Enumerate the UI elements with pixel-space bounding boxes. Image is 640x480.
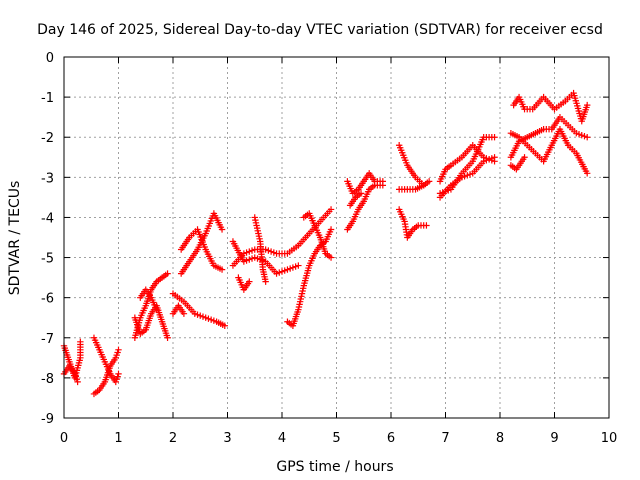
x-tick-label: 5	[332, 431, 340, 446]
y-tick-label: 0	[46, 51, 54, 66]
data-point	[221, 322, 228, 329]
x-tick-label: 7	[441, 431, 449, 446]
data-point	[164, 334, 171, 341]
y-tick-label: -8	[41, 372, 54, 387]
x-tick-label: 6	[387, 431, 395, 446]
data-point	[491, 158, 498, 165]
data-point	[379, 182, 387, 189]
chart-title: Day 146 of 2025, Sidereal Day-to-day VTE…	[37, 22, 603, 38]
data-point	[218, 266, 226, 273]
data-point	[115, 346, 122, 354]
data-point	[491, 134, 498, 141]
data-point	[357, 190, 365, 197]
data-point	[584, 170, 591, 177]
data-point	[218, 226, 226, 233]
y-tick-label: -1	[41, 91, 54, 106]
data-point	[327, 226, 335, 233]
data-point	[584, 101, 591, 109]
data-points	[60, 89, 591, 398]
data-point	[77, 338, 84, 345]
x-tick-label: 1	[114, 431, 122, 446]
data-point	[115, 370, 122, 378]
data-point	[425, 178, 433, 185]
data-point	[295, 262, 302, 269]
grid-lines	[64, 57, 609, 418]
data-point	[327, 254, 335, 261]
data-point	[262, 278, 269, 285]
x-tick-label: 9	[550, 431, 558, 446]
x-tick-label: 3	[223, 431, 231, 446]
data-point	[153, 306, 160, 313]
y-tick-label: -7	[41, 332, 54, 347]
y-tick-label: -9	[41, 412, 54, 427]
axis-ticks: 0 1 2 3 4 5 6 7 8 9 10 0 -1 -2 -3 -4 -5 -6 -7 -8 -9	[41, 51, 617, 446]
data-point	[180, 310, 188, 317]
y-tick-label: -3	[41, 171, 54, 186]
y-tick-label: -6	[41, 292, 54, 307]
y-tick-label: -2	[41, 131, 54, 146]
y-tick-label: -5	[41, 252, 54, 267]
data-point	[584, 134, 591, 141]
data-point	[423, 222, 430, 229]
data-point	[246, 278, 253, 285]
y-tick-label: -4	[41, 211, 54, 226]
plot-frame	[63, 56, 610, 419]
data-point	[164, 270, 171, 277]
data-point	[74, 378, 81, 386]
data-point	[420, 182, 427, 189]
x-tick-label: 10	[601, 431, 618, 446]
x-tick-label: 2	[169, 431, 177, 446]
x-tick-label: 4	[278, 431, 286, 446]
data-point	[327, 206, 335, 213]
data-point	[521, 154, 528, 161]
y-axis-label: SDTVAR / TECUs	[7, 181, 23, 296]
x-axis-label: GPS time / hours	[276, 459, 393, 475]
x-tick-label: 8	[496, 431, 504, 446]
x-tick-label: 0	[60, 431, 68, 446]
